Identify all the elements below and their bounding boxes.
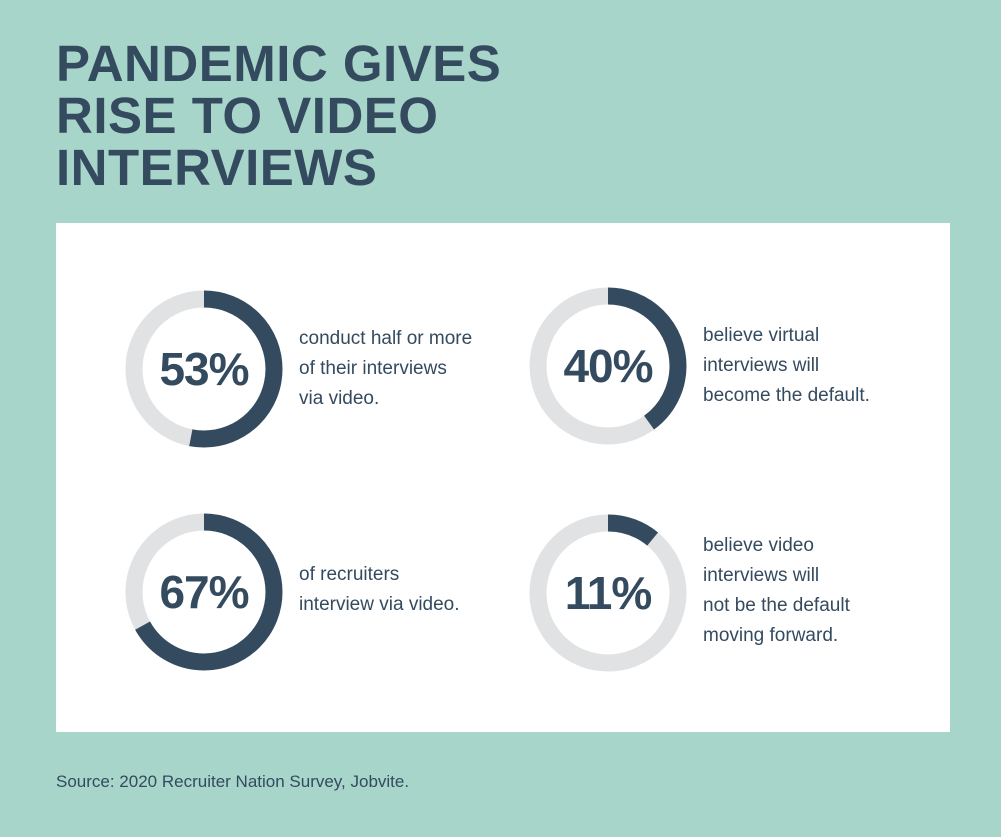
donut-value-label: 11% xyxy=(564,567,653,619)
title-line-1: PANDEMIC GIVES xyxy=(56,35,502,92)
donut-chart xyxy=(529,514,687,672)
stat-recruiters-video: 67% of recruiters interview via video. xyxy=(119,507,519,677)
description-line: become the default. xyxy=(703,385,870,406)
description-line: believe video xyxy=(703,535,814,556)
stat-description: believe video interviews will not be the… xyxy=(703,531,903,651)
stat-video-half: 53% conduct half or more of their interv… xyxy=(119,284,519,454)
title-line-3: INTERVIEWS xyxy=(56,139,378,196)
description-line: via video. xyxy=(299,388,380,409)
donut-value-label: 67% xyxy=(159,566,249,618)
stat-description: of recruiters interview via video. xyxy=(299,560,499,620)
stat-not-default: 11% believe video interviews will not be… xyxy=(523,508,923,678)
donut-value-label: 40% xyxy=(563,340,653,392)
description-line: of recruiters xyxy=(299,564,400,585)
donut-value-label: 53% xyxy=(159,343,249,395)
description-line: not be the default xyxy=(703,595,850,616)
donut-arc xyxy=(125,513,283,671)
description-line: conduct half or more xyxy=(299,328,473,349)
description-line: moving forward. xyxy=(703,625,839,646)
page-title: PANDEMIC GIVES RISE TO VIDEO INTERVIEWS xyxy=(56,38,501,194)
stats-card: 53% conduct half or more of their interv… xyxy=(56,223,950,732)
donut-arc xyxy=(529,514,687,672)
donut-chart xyxy=(125,513,283,671)
title-line-2: RISE TO VIDEO xyxy=(56,87,439,144)
description-line: interviews will xyxy=(703,355,820,376)
description-line: interview via video. xyxy=(299,594,460,615)
donut-chart xyxy=(529,287,687,445)
stat-description: believe virtual interviews will become t… xyxy=(703,321,903,411)
description-line: believe virtual xyxy=(703,325,820,346)
source-note: Source: 2020 Recruiter Nation Survey, Jo… xyxy=(56,772,410,791)
donut-arc xyxy=(529,287,687,445)
stat-description: conduct half or more of their interviews… xyxy=(299,324,499,414)
description-line: of their interviews xyxy=(299,358,447,379)
donut-arc xyxy=(125,290,283,448)
stat-virtual-default: 40% believe virtual interviews will beco… xyxy=(523,281,923,451)
donut-chart xyxy=(125,290,283,448)
description-line: interviews will xyxy=(703,565,820,586)
